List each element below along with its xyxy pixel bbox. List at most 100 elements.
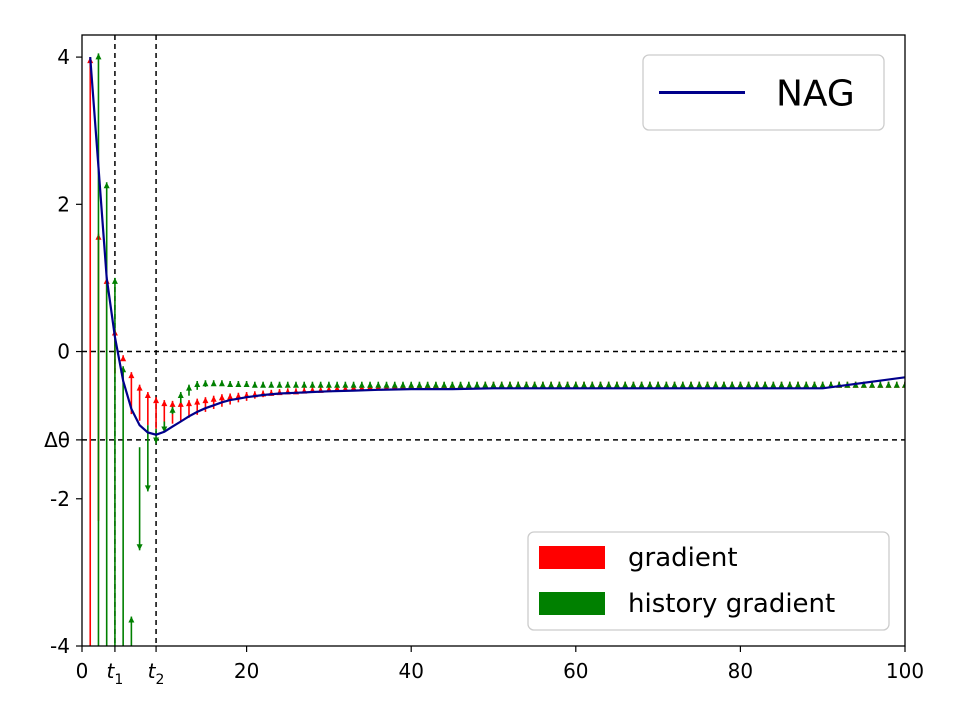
- gradient-arrow-head: [185, 400, 192, 407]
- x-tick-label: 60: [563, 659, 588, 683]
- history-gradient-arrow-head: [243, 380, 250, 387]
- history-gradient-arrow-head: [309, 381, 316, 388]
- history-gradient-arrow-head: [589, 381, 596, 388]
- history-gradient-arrow-head: [342, 381, 349, 388]
- history-gradient-arrow-head: [753, 381, 760, 388]
- history-gradient-arrow-head: [391, 381, 398, 388]
- history-gradient-arrow-head: [729, 381, 736, 388]
- y-tick-label: Δθ: [44, 428, 70, 452]
- history-gradient-arrow-head: [276, 381, 283, 388]
- history-gradient-arrow-head: [457, 381, 464, 388]
- x-tick-label: t1: [107, 659, 124, 688]
- gradient-arrow-head: [161, 400, 168, 407]
- history-gradient-arrow-head: [169, 406, 176, 413]
- history-gradient-arrow-head: [153, 437, 160, 444]
- gradient-arrow-head: [128, 372, 135, 379]
- history-gradient-arrow-head: [375, 381, 382, 388]
- history-gradient-arrow-head: [490, 381, 497, 388]
- gradient-arrow-head: [120, 355, 127, 362]
- gradient-arrow-head: [202, 397, 209, 404]
- history-gradient-arrow-head: [210, 380, 217, 387]
- history-gradient-arrow-head: [671, 381, 678, 388]
- history-gradient-arrow-head: [786, 381, 793, 388]
- history-gradient-arrow-head: [663, 381, 670, 388]
- legend-label: gradient: [628, 543, 738, 573]
- history-gradient-arrow-head: [885, 381, 892, 388]
- history-gradient-arrow-head: [284, 381, 291, 388]
- history-gradient-arrow-head: [103, 182, 110, 189]
- history-gradient-arrow-head: [136, 544, 143, 551]
- history-gradient-arrow-head: [350, 381, 357, 388]
- history-gradient-arrow-head: [144, 485, 151, 492]
- y-tick-label: -2: [50, 487, 70, 511]
- history-gradient-arrow-head: [622, 381, 629, 388]
- history-gradient-arrow-head: [893, 381, 900, 388]
- history-gradient-arrow-head: [860, 381, 867, 388]
- history-gradient-arrow-head: [613, 381, 620, 388]
- history-gradient-arrow-head: [506, 381, 513, 388]
- history-gradient-arrow-head: [334, 381, 341, 388]
- history-gradient-arrow-head: [292, 381, 299, 388]
- history-gradient-arrow-head: [646, 381, 653, 388]
- history-gradient-arrow-head: [770, 381, 777, 388]
- history-gradient-arrow-head: [424, 381, 431, 388]
- series-line-1: [89, 57, 905, 436]
- history-gradient-arrow-head: [679, 381, 686, 388]
- history-gradient-arrow-head: [655, 381, 662, 388]
- x-tick-label: 100: [886, 659, 924, 683]
- history-gradient-arrow-head: [449, 381, 456, 388]
- y-tick-label: 2: [57, 192, 70, 216]
- history-gradient-arrow-head: [877, 381, 884, 388]
- gradient-arrow-head: [136, 384, 143, 391]
- legend-label: history gradient: [628, 589, 835, 619]
- gradient-arrow-head: [218, 394, 225, 401]
- history-gradient-arrow-head: [902, 381, 905, 388]
- history-gradient-arrow-head: [869, 381, 876, 388]
- history-gradient-arrow-head: [202, 380, 209, 387]
- legend-box: [527, 531, 890, 631]
- history-gradient-arrow-head: [811, 381, 818, 388]
- history-gradient-arrow-head: [235, 380, 242, 387]
- x-tick-label: 20: [234, 659, 259, 683]
- history-gradient-arrow-head: [745, 381, 752, 388]
- history-gradient-arrow-head: [704, 381, 711, 388]
- line-layer: [89, 57, 905, 436]
- y-tick-label: 4: [57, 45, 70, 69]
- history-gradient-arrow-head: [688, 381, 695, 388]
- gradient-arrow-head: [227, 393, 234, 400]
- history-gradient-arrow-head: [696, 381, 703, 388]
- history-gradient-arrow-head: [498, 381, 505, 388]
- history-gradient-arrow-head: [556, 381, 563, 388]
- history-gradient-arrow-head: [358, 381, 365, 388]
- history-gradient-arrow-head: [572, 381, 579, 388]
- history-gradient-arrow-head: [268, 381, 275, 388]
- legend-top-right: NAG: [642, 54, 885, 131]
- history-gradient-arrow-head: [441, 381, 448, 388]
- arrow-layer: [87, 53, 905, 646]
- history-gradient-arrow-head: [638, 381, 645, 388]
- x-tick-label: t2: [148, 659, 165, 688]
- history-gradient-arrow-head: [803, 381, 810, 388]
- gradient-arrow-head: [153, 397, 160, 404]
- history-gradient-arrow-head: [523, 381, 530, 388]
- gradient-arrow-head: [169, 400, 176, 407]
- history-gradient-arrow-head: [227, 380, 234, 387]
- gradient-arrow-head: [235, 392, 242, 399]
- history-gradient-arrow-head: [531, 381, 538, 388]
- history-gradient-arrow-head: [177, 392, 184, 399]
- history-gradient-arrow-head: [161, 426, 168, 433]
- history-gradient-arrow-head: [111, 277, 118, 284]
- legend-bottom-right: gradient history gradient: [527, 531, 890, 631]
- history-gradient-arrow-head: [185, 384, 192, 391]
- gradient-arrow-head: [144, 392, 151, 399]
- history-gradient-arrow-head: [416, 381, 423, 388]
- history-gradient-arrow-head: [194, 380, 201, 387]
- y-tick-label: 0: [57, 340, 70, 364]
- history-gradient-arrow-head: [474, 381, 481, 388]
- history-gradient-arrow-head: [720, 381, 727, 388]
- history-gradient-arrow-head: [317, 381, 324, 388]
- history-gradient-arrow-group: [95, 53, 905, 646]
- history-gradient-arrow-head: [737, 381, 744, 388]
